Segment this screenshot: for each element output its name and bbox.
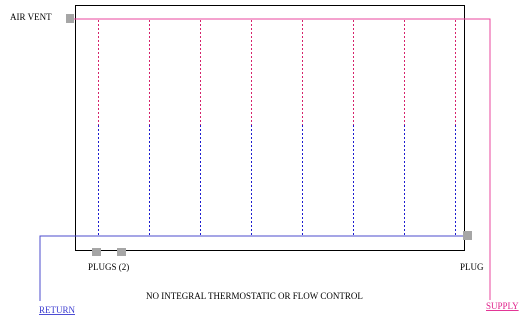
radiator-frame — [75, 5, 465, 251]
plug-label: PLUG — [460, 262, 484, 272]
return-link[interactable]: RETURN — [39, 305, 76, 315]
plug-fitting-left-2 — [117, 248, 126, 256]
radiator-tubes — [98, 20, 456, 235]
note-label: NO INTEGRAL THERMOSTATIC OR FLOW CONTROL — [146, 291, 363, 301]
supply-line — [70, 18, 491, 300]
air-vent-label: AIR VENT — [10, 12, 52, 22]
return-line — [39, 235, 467, 301]
plug-fitting-left-1 — [92, 248, 101, 256]
plugs-label: PLUGS (2) — [88, 262, 129, 272]
plug-fitting — [463, 231, 472, 240]
air-vent-fitting — [66, 14, 74, 23]
supply-link[interactable]: SUPPLY — [486, 301, 519, 311]
